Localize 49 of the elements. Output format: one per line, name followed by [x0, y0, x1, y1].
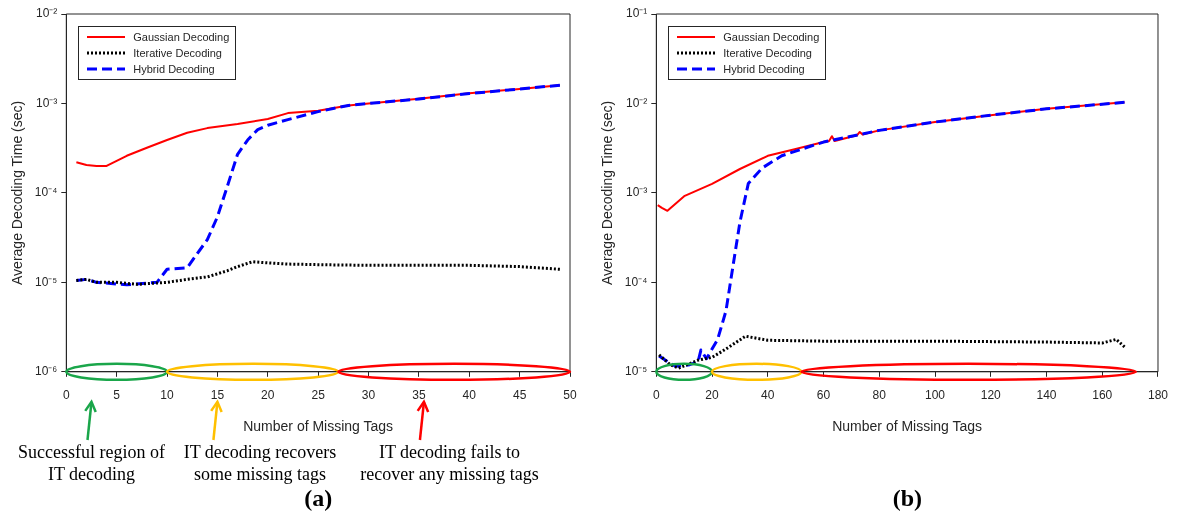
legend-label: Gaussian Decoding	[133, 31, 230, 43]
y-tick-label: 10⁻⁵	[34, 274, 58, 289]
line-series	[657, 334, 1127, 370]
text: (b)	[892, 485, 922, 512]
x-tick-label: 25	[311, 388, 326, 403]
x-tick-label: 120	[980, 388, 1002, 403]
x-tick-label: 80	[872, 388, 887, 403]
x-tick-label: 60	[816, 388, 831, 403]
legend-label: Hybrid Decoding	[133, 63, 215, 75]
y-tick-label: 10⁻⁴	[624, 274, 648, 289]
legend-label: Iterative Decoding	[133, 47, 222, 59]
y-axis-title: Average Decoding Time (sec)	[9, 100, 26, 285]
text: IT decoding recovers some missing tags	[182, 442, 338, 486]
x-tick-label: 160	[1092, 388, 1113, 403]
line-series	[657, 100, 1127, 368]
x-tick-label: 20	[705, 388, 720, 403]
text: (a)	[304, 485, 333, 512]
x-tick-label: 140	[1036, 388, 1057, 403]
x-tick-label: 50	[563, 388, 577, 403]
y-tick-label: 10⁻²	[35, 6, 58, 21]
y-axis-title: Average Decoding Time (sec)	[599, 100, 616, 285]
legend-label: Hybrid Decoding	[723, 63, 805, 75]
x-tick-label: 15	[210, 388, 225, 403]
y-tick-label: 10⁻³	[35, 95, 58, 110]
legend-label: Gaussian Decoding	[723, 31, 820, 43]
x-tick-label: 40	[462, 388, 477, 403]
x-tick-label: 35	[412, 388, 426, 403]
x-tick-label: 45	[512, 388, 527, 403]
legend-label: Iterative Decoding	[723, 47, 812, 59]
y-tick-label: 10⁻⁶	[35, 364, 58, 379]
x-tick-label: 40	[761, 388, 775, 403]
line-series	[74, 260, 562, 286]
x-tick-label: 0	[652, 388, 660, 403]
x-tick-label: 100	[925, 388, 946, 403]
text: IT decoding fails to recover any missing tags	[359, 442, 540, 486]
x-tick-label: 0	[62, 388, 70, 403]
x-axis-title: Number of Missing Tags	[832, 418, 983, 435]
y-tick-label: 10⁻⁵	[624, 364, 648, 379]
x-tick-label: 5	[113, 388, 121, 403]
x-tick-label: 10	[160, 388, 175, 403]
y-tick-label: 10⁻³	[625, 185, 648, 200]
x-tick-label: 20	[261, 388, 275, 403]
text: Successful region of IT decoding	[17, 442, 166, 486]
x-tick-label: 30	[361, 388, 376, 403]
y-tick-label: 10⁻²	[625, 95, 648, 110]
x-axis-title: Number of Missing Tags	[243, 418, 394, 435]
y-tick-label: 10⁻⁴	[34, 185, 58, 200]
y-tick-label: 10⁻¹	[625, 6, 648, 21]
x-tick-label: 180	[1147, 388, 1169, 403]
